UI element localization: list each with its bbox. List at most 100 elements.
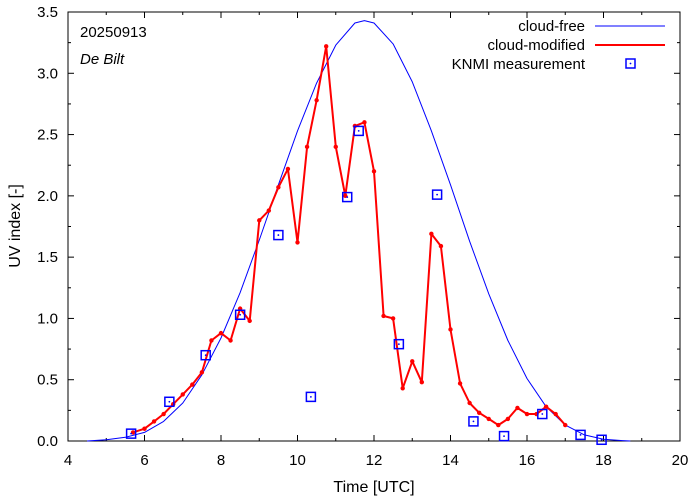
legend-swatch-knmi-dot xyxy=(629,62,632,65)
point-cloud-modified xyxy=(381,313,386,319)
point-cloud-modified xyxy=(228,338,233,343)
x-tick-label: 20 xyxy=(672,452,689,469)
marker-dot-knmi-measurement xyxy=(503,435,505,437)
marker-dot-knmi-measurement xyxy=(277,234,280,236)
point-cloud-modified xyxy=(266,208,272,213)
point-cloud-modified xyxy=(295,240,300,245)
marker-dot-knmi-measurement xyxy=(579,433,582,436)
marker-knmi-measurement xyxy=(353,125,364,137)
legend-label-cloud-modified: cloud-modified xyxy=(487,37,585,54)
marker-dot-knmi-measurement xyxy=(309,395,312,398)
marker-knmi-measurement xyxy=(431,189,443,200)
y-tick-label: 1.5 xyxy=(37,249,58,266)
x-tick-label: 12 xyxy=(366,452,383,469)
marker-dot-knmi-measurement xyxy=(168,400,171,403)
point-cloud-modified xyxy=(257,218,262,223)
point-cloud-modified xyxy=(505,416,511,422)
y-tick-label: 3.5 xyxy=(37,4,58,21)
marker-knmi-measurement xyxy=(393,338,405,350)
y-tick-label: 2.0 xyxy=(37,188,58,205)
y-tick-label: 3.0 xyxy=(37,65,58,82)
plot-frame xyxy=(67,11,681,442)
marker-knmi-measurement xyxy=(234,309,246,321)
point-cloud-modified xyxy=(476,410,482,416)
point-cloud-modified xyxy=(209,338,214,343)
point-cloud-modified xyxy=(563,422,568,428)
point-cloud-modified xyxy=(247,318,252,324)
y-tick-labels: 0.0 0.5 1.0 1.5 2.0 2.5 3.0 3.5 xyxy=(37,4,58,450)
x-tick-label: 18 xyxy=(595,452,612,469)
point-cloud-modified xyxy=(371,169,377,174)
y-tick-label: 0.5 xyxy=(37,372,58,389)
y-tick-label: 1.0 xyxy=(37,310,58,327)
point-cloud-modified xyxy=(333,144,338,150)
marker-knmi-measurement xyxy=(498,430,510,442)
point-cloud-modified xyxy=(304,144,310,150)
axis-ticks xyxy=(67,11,681,442)
marker-dot-knmi-measurement xyxy=(436,193,439,196)
location-label: De Bilt xyxy=(80,51,125,68)
x-tick-labels: 4 6 8 10 12 14 16 18 20 xyxy=(64,452,689,469)
point-cloud-modified xyxy=(314,98,319,103)
y-tick-label: 2.5 xyxy=(37,127,58,144)
point-cloud-modified xyxy=(419,379,425,385)
marker-knmi-measurement xyxy=(125,428,137,439)
x-tick-label: 16 xyxy=(519,452,536,469)
point-cloud-modified xyxy=(161,411,166,417)
legend-swatch-knmi-measurement xyxy=(625,58,636,69)
x-axis-title: Time [UTC] xyxy=(333,479,414,496)
series-line-cloud-modified xyxy=(132,45,567,434)
marker-dot-knmi-measurement xyxy=(130,432,133,435)
point-cloud-modified xyxy=(553,411,558,417)
point-cloud-modified xyxy=(362,120,367,125)
date-label: 20250913 xyxy=(80,24,147,41)
point-cloud-modified xyxy=(524,411,530,417)
marker-dot-knmi-measurement xyxy=(472,420,475,423)
marker-knmi-measurement xyxy=(537,408,548,420)
marker-dot-knmi-measurement xyxy=(541,413,544,415)
point-cloud-modified xyxy=(467,400,472,406)
marker-dot-knmi-measurement xyxy=(397,343,400,346)
marker-dot-knmi-measurement xyxy=(600,438,603,441)
point-cloud-modified xyxy=(496,422,501,428)
marker-knmi-measurement xyxy=(200,349,211,361)
point-cloud-modified xyxy=(410,359,415,364)
x-tick-label: 6 xyxy=(140,452,148,469)
point-cloud-modified xyxy=(429,231,434,237)
y-tick-label: 0.0 xyxy=(37,433,58,450)
point-cloud-modified xyxy=(400,386,405,391)
point-cloud-modified xyxy=(390,316,396,321)
marker-knmi-measurement xyxy=(596,434,607,446)
point-cloud-modified xyxy=(515,405,520,411)
point-cloud-modified xyxy=(142,426,147,431)
marker-dot-knmi-measurement xyxy=(239,313,242,316)
y-axis-title: UV index [-] xyxy=(7,184,24,268)
marker-knmi-measurement xyxy=(305,391,317,403)
point-cloud-modified xyxy=(285,166,291,172)
x-tick-label: 10 xyxy=(289,452,306,469)
marker-dot-knmi-measurement xyxy=(204,354,207,357)
marker-knmi-measurement xyxy=(468,416,479,427)
marker-dot-knmi-measurement xyxy=(346,196,349,198)
marker-dot-knmi-measurement xyxy=(357,129,360,132)
point-cloud-modified xyxy=(448,327,453,332)
point-cloud-modified xyxy=(218,330,224,336)
point-cloud-modified xyxy=(151,419,157,424)
point-cloud-modified xyxy=(190,382,195,387)
marker-knmi-measurement xyxy=(341,191,353,203)
x-tick-label: 14 xyxy=(442,452,459,469)
series-layer xyxy=(87,20,631,446)
x-tick-label: 4 xyxy=(64,452,72,469)
point-cloud-modified xyxy=(323,44,329,49)
legend-label-knmi-measurement: KNMI measurement xyxy=(452,56,586,73)
marker-knmi-measurement xyxy=(164,396,175,408)
x-tick-label: 8 xyxy=(217,452,225,469)
point-cloud-modified xyxy=(543,404,549,409)
point-cloud-modified xyxy=(457,381,463,386)
point-cloud-modified xyxy=(486,416,491,422)
series-line-cloud-free xyxy=(87,20,631,442)
marker-knmi-measurement xyxy=(273,229,284,241)
point-cloud-modified xyxy=(199,370,205,375)
point-cloud-modified xyxy=(180,392,185,397)
